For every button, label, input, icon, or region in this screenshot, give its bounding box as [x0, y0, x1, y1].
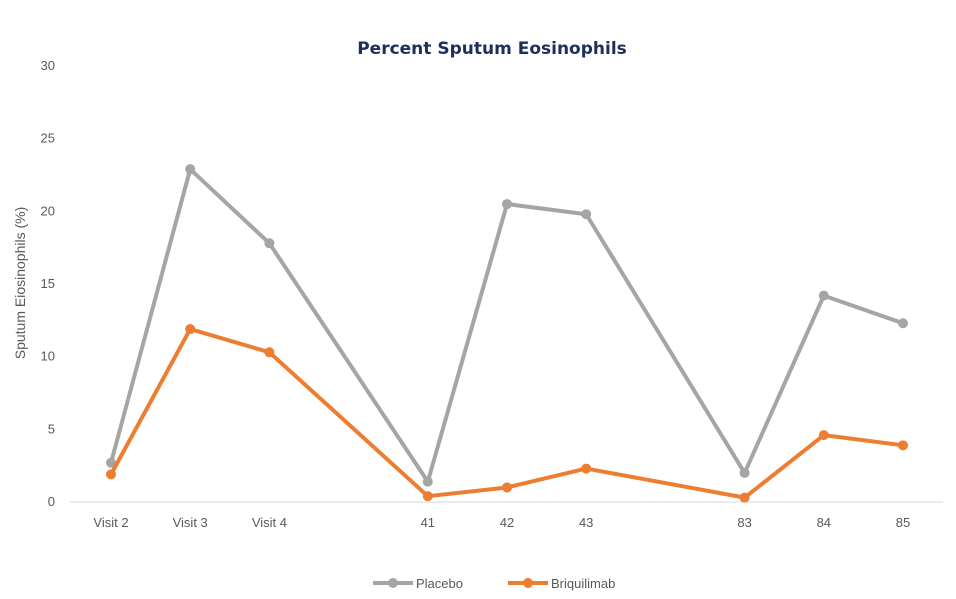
x-tick-label: 42 — [500, 515, 514, 530]
series-briquilimab — [106, 324, 908, 503]
x-tick-label: 85 — [896, 515, 910, 530]
data-point — [106, 457, 116, 468]
y-tick-label: 15 — [41, 276, 55, 291]
x-tick-label: 43 — [579, 515, 593, 530]
y-tick-label: 0 — [48, 494, 55, 509]
x-tick-label: Visit 3 — [173, 515, 208, 530]
legend-item: Placebo — [373, 576, 463, 591]
data-point — [739, 492, 750, 503]
series-line — [109, 327, 905, 500]
data-point — [264, 238, 275, 249]
data-point — [581, 209, 592, 220]
y-tick-label: 5 — [48, 421, 55, 436]
y-tick-label: 25 — [41, 131, 55, 146]
legend-item: Briquilimab — [508, 576, 615, 591]
data-point — [106, 469, 116, 480]
y-tick-label: 10 — [41, 349, 55, 364]
x-tick-labels: Visit 2 Visit 3 Visit 4 41 42 43 83 84 85 — [93, 515, 910, 530]
x-tick-label: 84 — [817, 515, 831, 530]
data-point — [185, 164, 196, 175]
data-point — [898, 440, 908, 451]
x-tick-label: 83 — [737, 515, 751, 530]
data-point — [818, 430, 829, 441]
x-tick-label: 41 — [421, 515, 435, 530]
x-tick-label: Visit 4 — [252, 515, 287, 530]
data-point — [422, 491, 433, 502]
x-tick-label: Visit 2 — [93, 515, 128, 530]
legend-swatch-marker — [388, 578, 398, 588]
data-point — [422, 476, 433, 487]
series-line — [109, 167, 905, 484]
legend-swatch-marker — [523, 578, 533, 588]
data-point — [185, 324, 196, 335]
chart-title: Percent Sputum Eosinophils — [357, 39, 627, 59]
data-point — [739, 467, 750, 478]
y-axis-label: Sputum Eiosinophils (%) — [12, 207, 28, 360]
data-point — [581, 463, 592, 474]
series-placebo — [106, 164, 908, 487]
data-point — [264, 347, 275, 358]
data-point — [898, 318, 908, 329]
y-tick-label: 30 — [41, 58, 55, 73]
data-point — [502, 199, 512, 210]
y-tick-labels: 0 5 10 15 20 25 30 — [41, 58, 55, 509]
legend-label: Placebo — [416, 576, 463, 591]
data-point — [818, 290, 829, 301]
legend: Placebo Briquilimab — [373, 576, 615, 591]
legend-label: Briquilimab — [551, 576, 615, 591]
series-layer — [106, 164, 908, 503]
data-point — [502, 482, 512, 493]
y-tick-label: 20 — [41, 203, 55, 218]
